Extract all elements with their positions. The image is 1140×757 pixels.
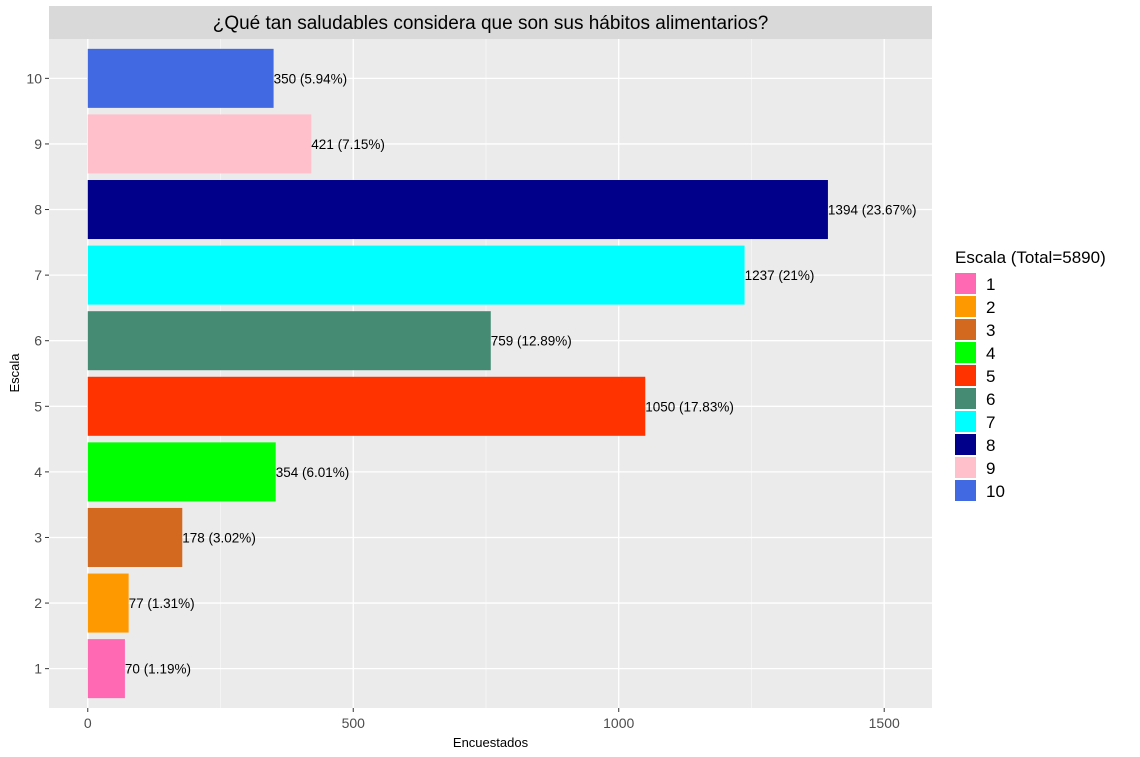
data-label-escala-2: 77 (1.31%)	[129, 596, 195, 611]
y-tick-label: 2	[34, 595, 42, 611]
legend-swatch-3	[955, 319, 976, 340]
x-tick-label: 1000	[603, 715, 634, 731]
x-tick-label: 1500	[869, 715, 900, 731]
data-label-escala-7: 1237 (21%)	[745, 268, 815, 283]
legend-swatch-4	[955, 342, 976, 363]
legend-label-3: 3	[986, 321, 995, 340]
bar-escala-7	[87, 245, 745, 305]
legend-label-2: 2	[986, 298, 995, 317]
x-tick-label: 0	[84, 715, 92, 731]
y-tick-label: 9	[34, 136, 42, 152]
bar-escala-3	[87, 507, 183, 567]
legend-label-7: 7	[986, 413, 995, 432]
y-tick-label: 6	[34, 333, 42, 349]
legend-label-6: 6	[986, 390, 995, 409]
data-label-escala-6: 759 (12.89%)	[491, 334, 572, 349]
legend: 1 2 3 4 5 6 7 8 9 10	[955, 273, 1005, 501]
bar-escala-8	[87, 180, 828, 240]
y-tick-label: 5	[34, 398, 42, 414]
legend-label-10: 10	[986, 482, 1005, 501]
y-axis-ticks: 1 2 3 4 5 6 7 8 9 10	[26, 70, 49, 677]
data-labels: 70 (1.19%) 77 (1.31%) 178 (3.02%) 354 (6.01…	[125, 71, 917, 676]
data-label-escala-1: 70 (1.19%)	[125, 662, 191, 677]
data-label-escala-8: 1394 (23.67%)	[828, 203, 917, 218]
data-label-escala-5: 1050 (17.83%)	[645, 399, 734, 414]
title-strip	[49, 6, 932, 39]
legend-swatch-5	[955, 365, 976, 386]
y-tick-label: 4	[34, 464, 42, 480]
bar-escala-10	[87, 48, 274, 108]
x-axis-title: Encuestados	[453, 735, 529, 750]
y-tick-label: 7	[34, 267, 42, 283]
legend-label-1: 1	[986, 275, 995, 294]
legend-swatch-7	[955, 411, 976, 432]
data-label-escala-9: 421 (7.15%)	[311, 137, 385, 152]
legend-swatch-9	[955, 457, 976, 478]
bar-escala-6	[87, 311, 491, 371]
legend-label-9: 9	[986, 459, 995, 478]
legend-label-8: 8	[986, 436, 995, 455]
bar-escala-5	[87, 376, 646, 436]
legend-label-4: 4	[986, 344, 995, 363]
legend-swatch-1	[955, 273, 976, 294]
y-tick-label: 10	[26, 70, 42, 86]
bar-escala-2	[87, 573, 129, 633]
x-axis-ticks: 0 500 1000 1500	[84, 708, 900, 731]
data-label-escala-4: 354 (6.01%)	[276, 465, 350, 480]
x-tick-label: 500	[342, 715, 366, 731]
data-label-escala-10: 350 (5.94%)	[274, 71, 348, 86]
bar-escala-1	[87, 639, 125, 699]
bars	[87, 48, 828, 699]
data-label-escala-3: 178 (3.02%)	[182, 530, 256, 545]
legend-swatch-8	[955, 434, 976, 455]
chart-title: ¿Qué tan saludables considera que son su…	[213, 13, 769, 34]
y-tick-label: 8	[34, 202, 42, 218]
bar-escala-9	[87, 114, 312, 174]
legend-swatch-2	[955, 296, 976, 317]
y-tick-label: 1	[34, 661, 42, 677]
legend-title: Escala (Total=5890)	[955, 248, 1106, 267]
legend-label-5: 5	[986, 367, 995, 386]
legend-swatch-10	[955, 480, 976, 501]
bar-escala-4	[87, 442, 276, 502]
legend-swatch-6	[955, 388, 976, 409]
y-axis-title: Escala	[7, 353, 22, 393]
y-tick-label: 3	[34, 529, 42, 545]
